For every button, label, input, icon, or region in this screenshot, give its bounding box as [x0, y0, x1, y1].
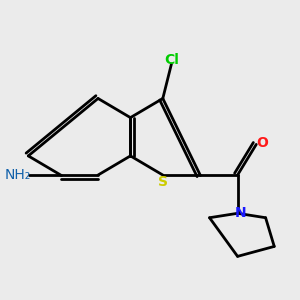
Text: N: N — [235, 206, 246, 220]
Text: S: S — [158, 176, 168, 189]
Text: O: O — [256, 136, 268, 150]
Text: NH₂: NH₂ — [4, 168, 31, 182]
Text: Cl: Cl — [164, 52, 179, 67]
